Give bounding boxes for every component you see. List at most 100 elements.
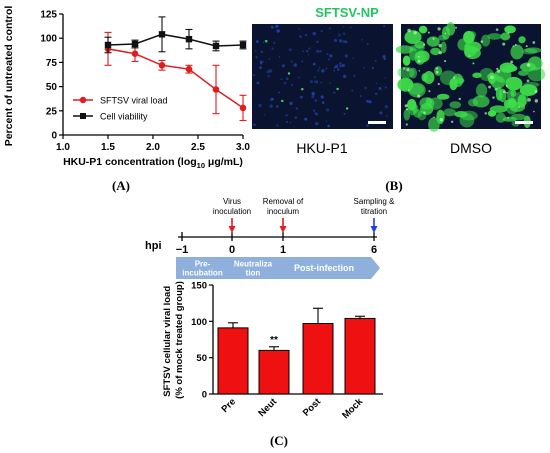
caption-dmso: DMSO <box>450 140 492 156</box>
cell-highlight <box>413 31 417 35</box>
nucleus-dot <box>339 62 342 65</box>
nucleus-dot <box>275 105 279 108</box>
nucleus-dot <box>298 76 300 79</box>
x-tick-label: 3.0 <box>236 142 250 153</box>
stained-cell <box>428 117 440 132</box>
cell-highlight <box>405 108 409 111</box>
panel-c-bar-chart: 0 50 100 150 Pre ** Neut Post Mock SFTSV cellul… <box>162 281 383 448</box>
series-line-sftsv-viral-load <box>107 48 244 109</box>
nucleus-dot <box>285 120 288 123</box>
category-label-pre: Pre <box>220 396 239 415</box>
nucleus-dot <box>342 74 347 79</box>
cell-highlight <box>438 50 443 55</box>
nucleus-dot <box>312 62 316 66</box>
nucleus-dot <box>299 35 303 39</box>
panel-a-label: (A) <box>112 178 130 193</box>
panel-c-bars: Pre ** Neut Post Mock <box>217 307 376 421</box>
cell-highlight <box>506 91 508 94</box>
cell-highlight <box>439 117 444 122</box>
nucleus-dot <box>344 54 348 58</box>
cell-highlight <box>480 40 484 43</box>
panel-a-y-ticks: 0 25 50 75 100 125 <box>40 10 63 142</box>
significance-mark: ** <box>270 335 278 346</box>
stained-cell <box>404 30 422 44</box>
nucleus-dot <box>329 54 333 58</box>
nucleus-dot <box>267 74 270 78</box>
nucleus-dot <box>312 31 317 36</box>
nucleus-dot <box>337 68 340 71</box>
nucleus-dot <box>325 67 328 70</box>
nucleus-dot <box>269 104 273 108</box>
nucleus-dot <box>301 60 303 63</box>
stained-cell <box>281 99 284 103</box>
stained-cell <box>420 102 434 116</box>
nucleus-dot <box>256 81 260 85</box>
cell-highlight <box>510 60 514 64</box>
nucleus-dot <box>253 123 256 127</box>
panel-a-x-label: HKU-P1 concentration (log10 μg/mL) <box>63 156 243 170</box>
x-tick-label: 2.0 <box>146 142 160 153</box>
timeline-tick-label: 1 <box>280 244 286 256</box>
cell-highlight <box>494 87 498 91</box>
stained-cell <box>460 110 478 121</box>
x-tick-label: 1.0 <box>56 142 70 153</box>
x-tick-label: 1.5 <box>101 142 115 153</box>
nucleus-dot <box>341 64 345 68</box>
nucleus-dot <box>365 123 370 127</box>
category-label-neut: Neut <box>256 396 279 419</box>
stained-cell <box>479 68 495 81</box>
nucleus-dot <box>343 112 346 115</box>
stained-cell <box>518 36 526 44</box>
phase-arrow <box>277 257 380 279</box>
panel-a-legend: SFTSV viral load Cell viability <box>73 96 168 122</box>
data-point-cell-viability <box>158 31 166 38</box>
cell-highlight <box>507 32 510 34</box>
data-point-sftsv-viral-load <box>185 65 193 73</box>
nucleus-dot <box>259 62 263 65</box>
stained-cell <box>415 50 430 63</box>
panel-a-series <box>104 16 247 122</box>
cell-highlight <box>495 28 499 31</box>
cell-highlight <box>405 123 408 126</box>
x-tick-label: 2.5 <box>191 142 205 153</box>
cell-highlight <box>532 41 536 44</box>
nucleus-dot <box>352 57 355 60</box>
cell-highlight <box>526 79 530 83</box>
y-tick-label: 25 <box>46 106 58 117</box>
nucleus-dot <box>255 49 257 52</box>
nucleus-dot <box>314 112 317 115</box>
nucleus-dot <box>285 114 288 117</box>
nucleus-dot <box>371 66 374 69</box>
nucleus-dot <box>293 63 298 67</box>
nucleus-dot <box>289 101 293 106</box>
cell-highlight <box>406 68 410 72</box>
stained-cell <box>518 70 529 76</box>
nucleus-dot <box>258 103 262 108</box>
nucleus-dot <box>282 64 285 68</box>
nucleus-dot <box>294 116 298 120</box>
stained-cell <box>517 94 527 108</box>
nucleus-dot <box>259 60 263 63</box>
stained-cell <box>505 76 523 91</box>
nucleus-dot <box>338 39 343 43</box>
nucleus-dot <box>283 81 287 85</box>
stained-cell <box>421 73 428 82</box>
nucleus-dot <box>339 64 343 68</box>
stained-cell <box>409 47 418 61</box>
nucleus-dot <box>327 124 331 128</box>
cell-highlight <box>418 55 420 58</box>
nucleus-dot <box>288 48 292 52</box>
nucleus-dot <box>299 95 303 99</box>
event-label: Removal of <box>263 197 304 206</box>
nucleus-dot <box>374 59 377 62</box>
nucleus-dot <box>361 38 364 41</box>
nucleus-dot <box>295 107 299 110</box>
cell-highlight <box>427 31 430 34</box>
category-label-post: Post <box>301 396 324 419</box>
event-arrow-head <box>279 226 287 233</box>
nucleus-dot <box>366 100 370 103</box>
event-label: titration <box>361 207 387 216</box>
panel-c-y-ticks: 0 50 100 150 <box>191 281 213 401</box>
event-label: Virus <box>223 197 241 206</box>
cell-highlight <box>453 76 456 79</box>
